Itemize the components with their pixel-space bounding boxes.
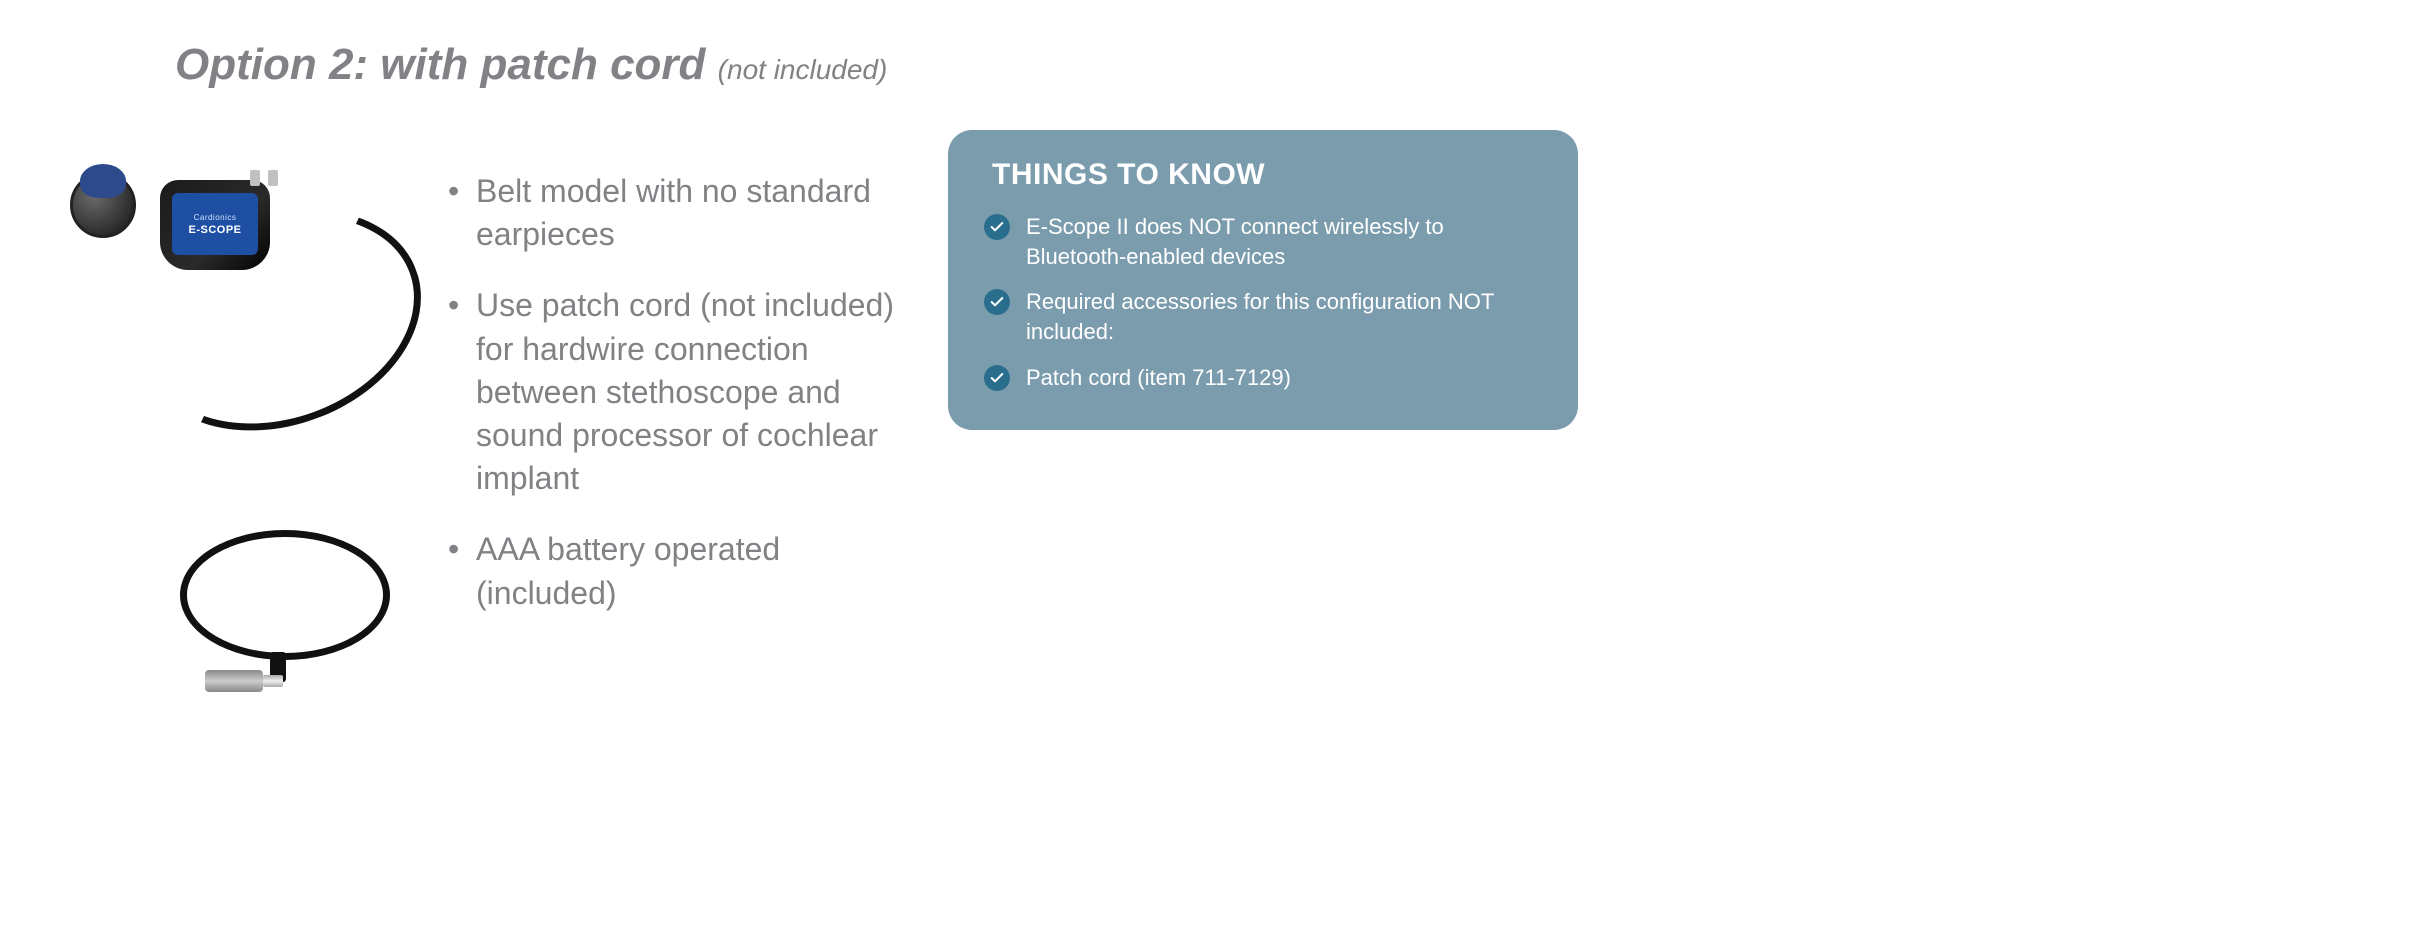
device-label: Cardionics E-SCOPE: [172, 193, 258, 255]
panel-item-text: E-Scope II does NOT connect wirelessly t…: [1026, 212, 1542, 271]
stethoscope-diaphragm: [80, 164, 126, 198]
panel-item: E-Scope II does NOT connect wirelessly t…: [984, 212, 1542, 271]
product-illustration: Cardionics E-SCOPE: [60, 160, 420, 430]
heading-main: Option 2: with patch cord: [175, 40, 705, 89]
device-label-model: E-SCOPE: [188, 224, 241, 236]
check-icon: [984, 365, 1010, 391]
patch-cord-illustration: [160, 520, 420, 720]
feature-list: Belt model with no standard earpieces Us…: [440, 170, 920, 643]
things-to-know-panel: THINGS TO KNOW E-Scope II does NOT conne…: [948, 130, 1578, 430]
panel-item: Required accessories for this configurat…: [984, 287, 1542, 346]
feature-item: Belt model with no standard earpieces: [440, 170, 920, 256]
device-label-brand: Cardionics: [194, 213, 237, 222]
panel-item-text: Required accessories for this configurat…: [1026, 287, 1542, 346]
option-heading: Option 2: with patch cord (not included): [175, 40, 887, 90]
check-icon: [984, 214, 1010, 240]
jack-plug: [268, 170, 278, 186]
feature-item: Use patch cord (not included) for hardwi…: [440, 284, 920, 500]
feature-item: AAA battery operated (included): [440, 528, 920, 614]
panel-item: Patch cord (item 711-7129): [984, 363, 1542, 393]
panel-title: THINGS TO KNOW: [992, 158, 1542, 192]
panel-item-text: Patch cord (item 711-7129): [1026, 363, 1291, 393]
patch-cord-jack: [205, 670, 263, 692]
heading-sub: (not included): [718, 54, 888, 85]
check-icon: [984, 289, 1010, 315]
patch-cord-cable: [180, 530, 390, 660]
jack-plug: [250, 170, 260, 186]
